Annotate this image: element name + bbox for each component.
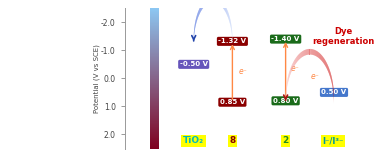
Polygon shape [221, 0, 222, 6]
Polygon shape [304, 50, 305, 56]
Polygon shape [294, 60, 295, 66]
Polygon shape [215, 0, 216, 2]
Polygon shape [222, 1, 223, 8]
Polygon shape [328, 67, 329, 74]
Polygon shape [301, 52, 302, 58]
Polygon shape [319, 53, 320, 59]
Polygon shape [313, 50, 314, 55]
Polygon shape [205, 0, 206, 6]
Polygon shape [324, 59, 325, 65]
Text: 0.50 V: 0.50 V [321, 89, 347, 95]
Polygon shape [303, 50, 304, 56]
Text: -1.40 V: -1.40 V [271, 36, 300, 42]
Polygon shape [318, 52, 319, 58]
Text: 0.85 V: 0.85 V [220, 99, 245, 105]
Polygon shape [309, 49, 310, 55]
Polygon shape [327, 64, 328, 71]
Polygon shape [290, 68, 291, 75]
Polygon shape [220, 0, 221, 6]
Polygon shape [218, 0, 219, 4]
Polygon shape [209, 0, 210, 3]
Polygon shape [308, 49, 309, 55]
Text: e⁻: e⁻ [310, 72, 319, 81]
Polygon shape [210, 0, 211, 2]
Polygon shape [219, 0, 220, 5]
Text: -1.32 V: -1.32 V [218, 38, 246, 44]
Polygon shape [224, 4, 225, 11]
Polygon shape [204, 0, 205, 6]
Polygon shape [297, 55, 298, 62]
Polygon shape [207, 0, 208, 4]
Polygon shape [206, 0, 207, 5]
Polygon shape [320, 53, 321, 60]
Polygon shape [321, 55, 322, 61]
Polygon shape [293, 61, 294, 68]
Text: I⁻/I³⁻: I⁻/I³⁻ [322, 136, 344, 145]
Polygon shape [306, 49, 307, 55]
Polygon shape [325, 60, 326, 67]
Polygon shape [305, 50, 306, 55]
Polygon shape [291, 65, 292, 71]
Polygon shape [307, 49, 308, 55]
Polygon shape [203, 1, 204, 8]
Polygon shape [311, 49, 312, 55]
Polygon shape [223, 3, 224, 9]
Polygon shape [323, 57, 324, 64]
Polygon shape [316, 51, 317, 57]
Polygon shape [200, 6, 201, 13]
Polygon shape [216, 0, 217, 3]
Polygon shape [212, 0, 213, 2]
Polygon shape [300, 52, 301, 59]
Polygon shape [225, 6, 226, 12]
Polygon shape [211, 0, 212, 2]
Polygon shape [201, 4, 202, 11]
Polygon shape [315, 50, 316, 56]
Text: TiO₂: TiO₂ [183, 136, 204, 145]
Text: 0.80 V: 0.80 V [273, 98, 298, 104]
Text: -0.50 V: -0.50 V [180, 61, 208, 67]
Text: e⁻: e⁻ [290, 64, 299, 73]
Polygon shape [302, 51, 303, 57]
Polygon shape [214, 0, 215, 2]
Polygon shape [310, 49, 311, 55]
Text: e⁻: e⁻ [239, 67, 247, 76]
Polygon shape [217, 0, 218, 3]
Text: Dye
regeneration: Dye regeneration [313, 27, 375, 46]
Polygon shape [317, 51, 318, 57]
Polygon shape [314, 50, 315, 56]
Y-axis label: Potential (V vs SCE): Potential (V vs SCE) [93, 44, 99, 113]
Polygon shape [213, 0, 214, 2]
Polygon shape [296, 57, 297, 63]
Text: 2: 2 [282, 136, 289, 145]
Polygon shape [322, 56, 323, 62]
Polygon shape [202, 3, 203, 9]
Polygon shape [292, 63, 293, 70]
Polygon shape [295, 58, 296, 65]
Text: 8: 8 [229, 136, 235, 145]
Polygon shape [299, 53, 300, 60]
Polygon shape [326, 62, 327, 69]
Polygon shape [208, 0, 209, 3]
Polygon shape [312, 49, 313, 55]
Polygon shape [298, 55, 299, 61]
